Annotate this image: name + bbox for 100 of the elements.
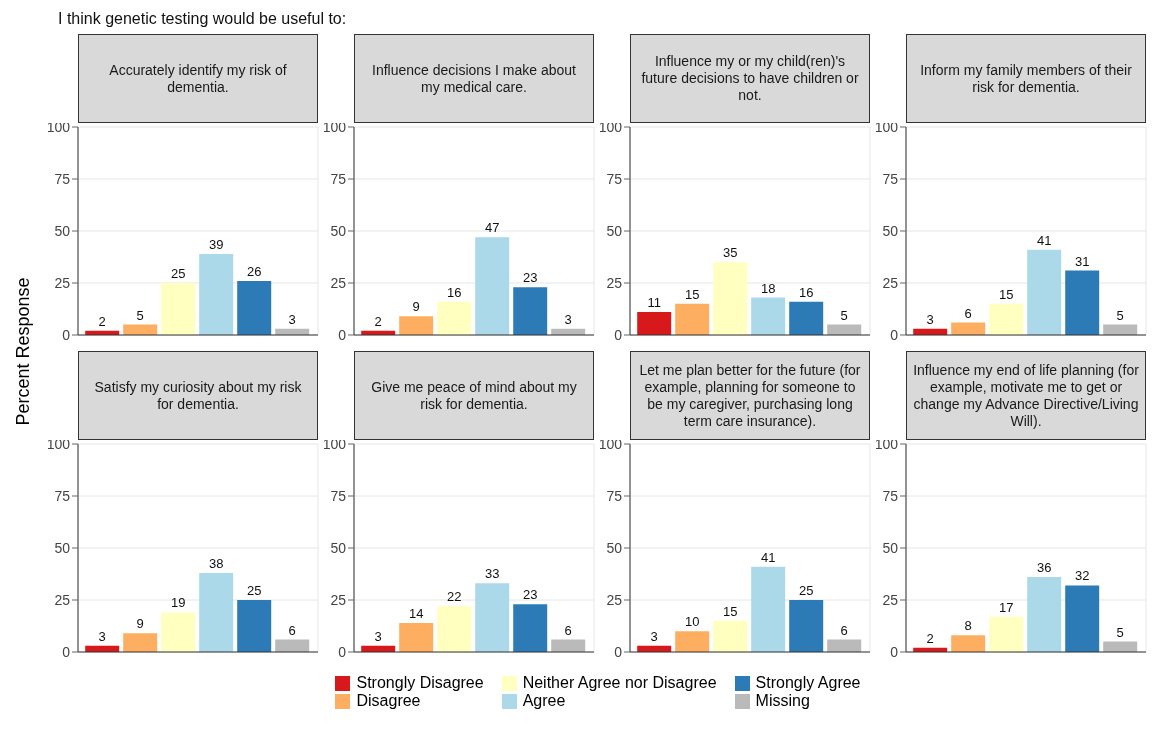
data-label: 38 [208,555,224,571]
data-label: 41 [760,549,776,565]
bar [237,600,272,652]
bar [123,633,158,652]
data-label: 2 [926,630,934,646]
y-tick-label: 50 [54,539,71,556]
y-tick-label: 75 [882,170,899,187]
data-label: 6 [564,622,572,638]
y-tick-label: 0 [62,643,71,660]
legend-label: Agree [522,692,566,710]
data-label: 3 [564,311,572,327]
bar [437,301,472,335]
y-tick-label: 0 [62,326,71,343]
data-label: 9 [412,299,420,315]
data-label: 23 [522,270,538,286]
y-tick-label: 25 [882,274,899,291]
y-tick-label: 0 [338,643,347,660]
y-tick-label: 75 [606,170,623,187]
chart-title: Influence my or my child(ren)'s future decisions to have children or not. [640,53,860,104]
data-label: 23 [522,587,538,603]
chart-title: Give me peace of mind about my risk for dementia. [370,378,578,413]
y-tick-label: 75 [606,487,623,504]
data-label: 19 [170,595,186,611]
bar [237,280,272,335]
data-label: 15 [998,286,1014,302]
bar [513,287,548,335]
data-label: 36 [1036,560,1052,576]
bar [789,301,824,335]
y-tick-label: 50 [882,539,899,556]
y-tick-label: 0 [614,643,623,660]
data-label: 3 [98,628,106,644]
y-tick-label: 100 [598,435,623,452]
data-label: 5 [136,307,144,323]
bar [437,606,472,652]
bar [199,253,234,335]
y-tick-label: 25 [606,591,623,608]
data-label: 3 [374,628,382,644]
data-label: 5 [840,307,848,323]
chart-title: Inform my family members of their risk for dementia. [919,61,1133,96]
data-label: 25 [170,266,186,281]
data-label: 41 [1036,232,1052,248]
data-label: 6 [288,622,296,638]
chart-title: Accurately identify my risk of dementia. [108,61,288,96]
y-tick-label: 25 [330,274,347,291]
y-tick-label: 100 [874,435,899,452]
data-label: 15 [684,286,700,302]
y-tick-label: 25 [606,274,623,291]
data-label: 39 [208,236,224,252]
data-label: 31 [1074,253,1090,269]
bar [161,612,196,652]
data-label: 33 [484,566,500,582]
data-label: 3 [650,628,658,644]
data-label: 25 [246,583,262,598]
y-tick-label: 50 [54,222,71,239]
y-tick-label: 75 [330,170,347,187]
legend-label: Strongly Agree [755,674,861,692]
data-label: 18 [760,280,776,296]
y-tick-label: 100 [322,118,347,135]
y-tick-label: 0 [890,643,899,660]
bar [675,303,710,335]
y-tick-label: 75 [882,487,899,504]
y-tick-label: 75 [54,170,71,187]
y-tick-label: 25 [54,591,71,608]
y-tick-label: 100 [322,435,347,452]
legend-label: Missing [755,692,810,710]
bar [675,631,710,652]
legend-label: Neither Agree nor Disagree [522,674,717,692]
bar [1065,270,1100,335]
y-tick-label: 100 [874,118,899,135]
chart-title: Let me plan better for the future (for example, planning for someone to be my caregiver, purchasing long term care insurance). [638,361,862,430]
y-tick-label: 50 [606,222,623,239]
data-label: 32 [1074,568,1090,584]
data-label: 35 [722,245,738,261]
bar [637,312,672,335]
bar [1027,577,1062,652]
y-tick-label: 25 [882,591,899,608]
bar [161,283,196,335]
data-label: 6 [964,305,972,321]
bar [399,622,434,652]
text: I think genetic testing would be useful to: [58,10,347,27]
y-tick-label: 50 [606,539,623,556]
y-tick-label: 75 [54,487,71,504]
data-label: 16 [446,284,462,300]
data-label: 11 [647,295,661,311]
data-label: 3 [926,311,934,327]
data-label: 2 [374,313,382,329]
bar [751,297,786,335]
bar [751,566,786,652]
data-label: 3 [288,311,296,327]
bar [951,635,986,652]
y-tick-label: 25 [330,591,347,608]
y-tick-label: 25 [54,274,71,291]
data-label: 47 [484,220,500,236]
data-label: 5 [1116,624,1124,640]
data-label: 5 [1116,307,1124,323]
bar [1027,249,1062,335]
bar [713,262,748,335]
data-label: 17 [998,599,1014,615]
data-label: 2 [98,313,106,329]
y-tick-label: 0 [338,326,347,343]
